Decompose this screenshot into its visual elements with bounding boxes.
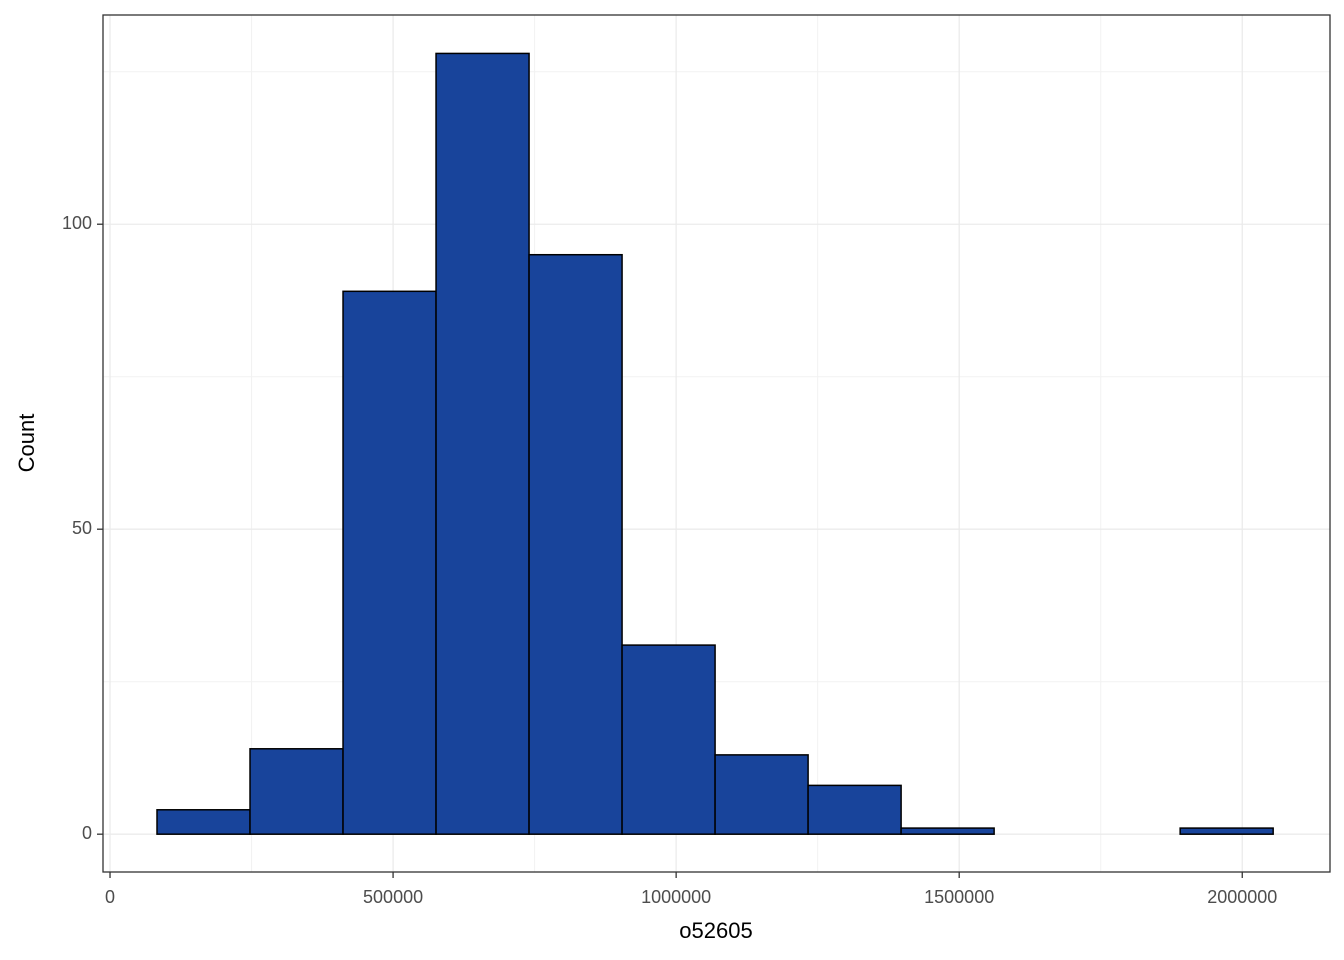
histogram-bar: [807, 784, 902, 835]
histogram-bar: [900, 827, 995, 835]
x-tick-label: 0: [105, 887, 115, 907]
histogram-bar: [528, 253, 623, 835]
histogram-bar: [714, 754, 809, 835]
y-tick-label: 100: [62, 213, 92, 233]
histogram-bar: [342, 290, 437, 835]
histogram-bar: [249, 748, 344, 835]
histogram-bar: [156, 809, 251, 835]
y-tick-label: 50: [72, 518, 92, 538]
x-tick-label: 2000000: [1207, 887, 1277, 907]
histogram-bar: [621, 644, 716, 835]
x-axis-title: o52605: [679, 918, 752, 943]
y-tick-label: 0: [82, 823, 92, 843]
x-tick-label: 1000000: [641, 887, 711, 907]
x-tick-label: 500000: [363, 887, 423, 907]
histogram-bar: [435, 52, 530, 835]
panel-border: [102, 14, 1331, 873]
y-axis-title: Count: [14, 414, 39, 473]
x-tick-label: 1500000: [924, 887, 994, 907]
histogram-bar: [1179, 827, 1274, 835]
